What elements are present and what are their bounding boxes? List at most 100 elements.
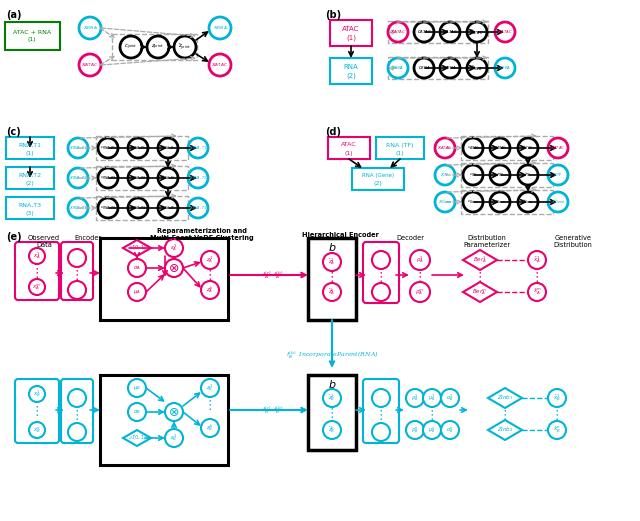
Circle shape bbox=[147, 36, 169, 58]
Text: $z_{ATAC}$: $z_{ATAC}$ bbox=[443, 28, 458, 36]
Text: (2): (2) bbox=[374, 181, 382, 187]
Text: ⋮: ⋮ bbox=[375, 271, 387, 284]
Text: $c_{RNA}$: $c_{RNA}$ bbox=[418, 64, 430, 72]
Text: (c): (c) bbox=[6, 127, 20, 137]
Text: $\mu_A$: $\mu_A$ bbox=[133, 288, 141, 296]
Text: $c_{RNA,T2}$: $c_{RNA,T2}$ bbox=[100, 175, 116, 182]
Text: ATAC: ATAC bbox=[342, 26, 360, 32]
Bar bbox=[6, 137, 54, 159]
Text: (1): (1) bbox=[26, 152, 35, 156]
Circle shape bbox=[188, 198, 208, 218]
Circle shape bbox=[128, 379, 146, 397]
Circle shape bbox=[490, 192, 510, 212]
Bar bbox=[100, 238, 228, 320]
Polygon shape bbox=[463, 282, 497, 302]
Text: RNA (TF): RNA (TF) bbox=[387, 143, 413, 147]
Text: $\hat{z}_A^1$: $\hat{z}_A^1$ bbox=[328, 257, 335, 267]
Circle shape bbox=[323, 421, 341, 439]
Circle shape bbox=[165, 429, 183, 447]
Text: ⋮: ⋮ bbox=[326, 407, 339, 420]
Text: $\hat{z}_{RNA,T3}$: $\hat{z}_{RNA,T3}$ bbox=[161, 204, 175, 212]
FancyBboxPatch shape bbox=[363, 242, 399, 303]
Circle shape bbox=[98, 168, 118, 188]
Text: ATAC + RNA: ATAC + RNA bbox=[13, 30, 51, 34]
Circle shape bbox=[548, 192, 568, 212]
Circle shape bbox=[435, 192, 455, 212]
Text: $\mathcal{N}(0,1)$: $\mathcal{N}(0,1)$ bbox=[127, 243, 147, 253]
Circle shape bbox=[209, 17, 231, 39]
Circle shape bbox=[188, 168, 208, 188]
Text: $x_{ATAC}$: $x_{ATAC}$ bbox=[437, 144, 452, 152]
Circle shape bbox=[158, 168, 178, 188]
Text: $x_{RNA,T1}$: $x_{RNA,T1}$ bbox=[189, 144, 207, 152]
Text: $x_{ATAC}$: $x_{ATAC}$ bbox=[81, 61, 99, 69]
Circle shape bbox=[29, 422, 45, 438]
Circle shape bbox=[209, 54, 231, 76]
Text: $z_A^1$: $z_A^1$ bbox=[206, 255, 214, 265]
Bar bbox=[100, 375, 228, 465]
Text: ⋮: ⋮ bbox=[531, 271, 543, 284]
Polygon shape bbox=[488, 388, 522, 408]
Bar bbox=[96, 196, 188, 220]
Bar bbox=[388, 21, 488, 43]
Text: $z_{Gene}$: $z_{Gene}$ bbox=[494, 199, 506, 206]
Text: $x_{TF}$: $x_{TF}$ bbox=[440, 171, 450, 179]
Text: $\alpha_B^n$: $\alpha_B^n$ bbox=[446, 425, 454, 435]
Text: $x_{RNA,T1}$: $x_{RNA,T1}$ bbox=[69, 144, 87, 152]
Circle shape bbox=[29, 386, 45, 402]
Circle shape bbox=[98, 138, 118, 158]
Polygon shape bbox=[488, 420, 522, 440]
FancyBboxPatch shape bbox=[15, 379, 59, 443]
Circle shape bbox=[410, 282, 430, 302]
Text: $x_{Gene}$: $x_{Gene}$ bbox=[438, 198, 452, 206]
Text: $\mathcal{N}(0,1)$: $\mathcal{N}(0,1)$ bbox=[127, 433, 147, 442]
Circle shape bbox=[68, 198, 88, 218]
Circle shape bbox=[414, 58, 434, 78]
Circle shape bbox=[79, 17, 101, 39]
Text: $z_{RNA}$: $z_{RNA}$ bbox=[444, 64, 456, 72]
Text: Distribution
Parameterizer: Distribution Parameterizer bbox=[463, 235, 511, 248]
Text: $\hat{z}_{joint}$: $\hat{z}_{joint}$ bbox=[179, 42, 191, 53]
Text: $\rho_A^m$: $\rho_A^m$ bbox=[415, 287, 424, 297]
Circle shape bbox=[440, 58, 460, 78]
Circle shape bbox=[548, 138, 568, 158]
Bar bbox=[388, 57, 488, 79]
Circle shape bbox=[463, 165, 483, 185]
Text: $f_B^{(r)}, f_B^{(b)}$: $f_B^{(r)}, f_B^{(b)}$ bbox=[262, 404, 284, 416]
Text: $z_{RNA,T2}$: $z_{RNA,T2}$ bbox=[130, 175, 146, 182]
Circle shape bbox=[174, 36, 196, 58]
Bar bbox=[461, 190, 553, 214]
Circle shape bbox=[435, 138, 455, 158]
Text: $c_{TF}$: $c_{TF}$ bbox=[469, 171, 477, 179]
Circle shape bbox=[165, 403, 183, 421]
Text: $x_B^n$: $x_B^n$ bbox=[33, 425, 41, 435]
Text: $Zinb_2$: $Zinb_2$ bbox=[497, 426, 513, 435]
Circle shape bbox=[79, 54, 101, 76]
Circle shape bbox=[128, 259, 146, 277]
Circle shape bbox=[495, 22, 515, 42]
Text: $x_{ATAC}$: $x_{ATAC}$ bbox=[390, 28, 406, 36]
Circle shape bbox=[98, 198, 118, 218]
Text: ⋮: ⋮ bbox=[413, 271, 426, 284]
Circle shape bbox=[128, 168, 148, 188]
Text: $\hat{z}_{TF}$: $\hat{z}_{TF}$ bbox=[524, 171, 532, 179]
Bar bbox=[308, 375, 356, 450]
Text: $c_{joint}$: $c_{joint}$ bbox=[124, 42, 138, 52]
Text: RNA,T2: RNA,T2 bbox=[19, 172, 42, 178]
Bar bbox=[5, 22, 60, 50]
Text: $\varepsilon_B^1$: $\varepsilon_B^1$ bbox=[170, 432, 178, 443]
Bar bbox=[352, 168, 404, 190]
Text: Encoder: Encoder bbox=[74, 235, 102, 241]
Circle shape bbox=[158, 198, 178, 218]
Text: $Ber_A^m$: $Ber_A^m$ bbox=[472, 287, 488, 297]
Text: $z_{RNA,T3}$: $z_{RNA,T3}$ bbox=[130, 204, 146, 212]
Circle shape bbox=[490, 138, 510, 158]
Polygon shape bbox=[123, 240, 151, 256]
Polygon shape bbox=[463, 250, 497, 270]
Text: RNA: RNA bbox=[344, 64, 358, 70]
Text: $c_{ATAC}$: $c_{ATAC}$ bbox=[467, 144, 479, 152]
Text: $\hat{z}_{RNA,T2}$: $\hat{z}_{RNA,T2}$ bbox=[161, 174, 175, 182]
Text: $b$: $b$ bbox=[328, 241, 336, 253]
Circle shape bbox=[528, 283, 546, 301]
Text: $\otimes$: $\otimes$ bbox=[168, 262, 180, 275]
